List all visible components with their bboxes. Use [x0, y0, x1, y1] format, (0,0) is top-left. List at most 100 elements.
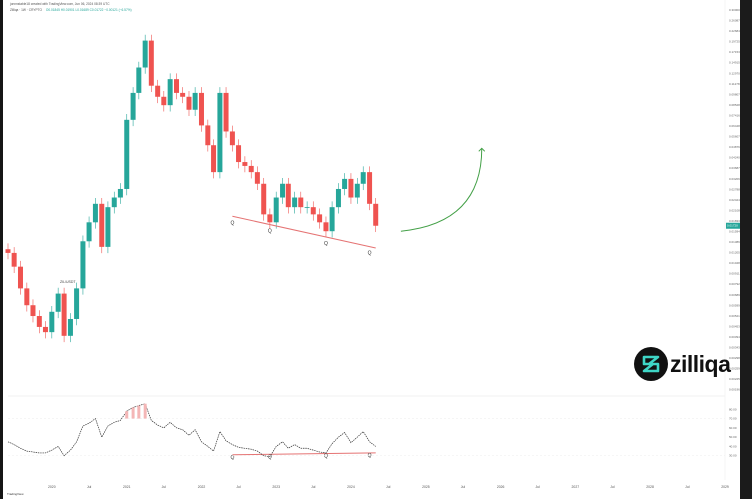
trend-mark: Q [230, 220, 234, 226]
candle [105, 207, 111, 247]
rsi-trend-mark: Q [324, 454, 328, 460]
candle [99, 203, 105, 247]
candle [329, 207, 335, 232]
price-tick-label: 0.14915 [729, 61, 740, 65]
price-tick-label: 0.03687 [729, 166, 740, 170]
price-tick-label: 0.22684 [729, 29, 740, 33]
ohlc-values: O0.01845 H0.01901 L0.01689 C0.01722 −0.0… [45, 8, 132, 12]
price-tick-label: 0.09807 [729, 92, 740, 96]
rsi-tick-label: 50.00 [729, 435, 737, 439]
time-tick-label: Jul [311, 485, 316, 489]
candle [55, 293, 61, 312]
projection-arrowhead [478, 147, 486, 152]
price-tick-label: 0.03206 [729, 177, 740, 181]
time-tick-label: Jul [461, 485, 466, 489]
trend-mark: Q [324, 241, 328, 247]
rsi-trend-mark: Q [268, 454, 272, 460]
time-axis[interactable]: 2020 Jul 2021 Jul 2022 Jul 2023 Jul 2024 Jul 2025 J… [48, 485, 729, 489]
price-tick-label: 0.30000 [729, 8, 740, 12]
symbol-label[interactable]: Zilliqa · 1W · CRYPTO [10, 8, 42, 12]
projection [400, 147, 486, 232]
price-tick-label: 0.00599 [729, 303, 740, 307]
candle [80, 241, 86, 289]
price-tick-label: 0.00453 [729, 324, 740, 328]
candle [111, 197, 117, 208]
price-tick-label: 0.01594 [729, 229, 740, 233]
time-tick-label: 2022 [198, 485, 206, 489]
candle [242, 162, 248, 166]
price-tick-label: 0.04876 [729, 145, 740, 149]
price-tick-label: 0.04240 [729, 156, 740, 160]
candle [36, 316, 42, 327]
candle [223, 92, 229, 132]
trend-mark: Q [268, 229, 272, 235]
time-tick-label: 2021 [123, 485, 131, 489]
price-tick-label: 0.00298 [729, 356, 740, 360]
price-tick-label: 0.00394 [729, 335, 740, 339]
price-tick-label: 0.00521 [729, 314, 740, 318]
current-price-badge [726, 222, 740, 229]
candle [205, 125, 211, 146]
tradingview-footer: TradingView [7, 492, 24, 496]
price-chart[interactable]: QQQQQQQQ 0.300000.260870.226840.197250.1… [3, 0, 740, 499]
candle [67, 318, 73, 336]
candle [74, 288, 80, 319]
current-price-label: 0.01720 [727, 224, 738, 228]
candle [198, 92, 204, 126]
right-toolbar [740, 0, 752, 499]
time-tick-label: 2028 [646, 485, 654, 489]
candle [117, 188, 123, 198]
candle [248, 165, 254, 173]
candle [348, 178, 354, 198]
candle [186, 96, 192, 110]
split-label: ZIL/USDT [60, 280, 76, 284]
candle [192, 92, 198, 110]
price-tick-label: 0.00259 [729, 367, 740, 371]
candle [155, 85, 161, 97]
candle [180, 92, 186, 97]
time-tick-label: 2024 [347, 485, 355, 489]
candle [323, 222, 329, 232]
projection-curve [400, 148, 483, 232]
publisher-line: jonnnstable18 created with TradingView.c… [10, 2, 110, 6]
candle [310, 207, 316, 215]
price-tick-label: 0.00196 [729, 388, 740, 392]
candle [5, 249, 11, 253]
price-tick-label: 0.17153 [729, 50, 740, 54]
candle [92, 203, 98, 223]
rsi-line [7, 403, 376, 458]
price-axis[interactable]: 0.30000 0.26087 0.22684 0.19725 0.17153 0.149… [726, 8, 740, 458]
candle [273, 197, 279, 223]
price-tick-label: 0.02424 [729, 198, 740, 202]
candle [61, 293, 67, 336]
time-tick-label: 2029 [721, 485, 729, 489]
candle [354, 183, 360, 198]
price-tick-label: 0.00792 [729, 282, 740, 286]
time-tick-label: Jul [162, 485, 167, 489]
time-tick-label: 2023 [272, 485, 280, 489]
price-tick-label: 0.01833 [729, 219, 740, 223]
candle [217, 92, 223, 173]
price-tick-label: 0.08528 [729, 103, 740, 107]
candle [148, 40, 154, 86]
zilliqa-logo-mark-icon [634, 347, 668, 381]
trendlines: QQQQQQQQ [230, 215, 376, 461]
chart-frame: jonnnstable18 created with TradingView.c… [3, 0, 740, 499]
candle [298, 197, 304, 208]
candle [17, 266, 23, 289]
price-tick-label: 0.00343 [729, 346, 740, 350]
candle [42, 326, 48, 333]
price-tick-label: 0.19725 [729, 40, 740, 44]
price-tick-label: 0.11278 [729, 82, 740, 86]
rsi-tick-label: 60.00 [729, 426, 737, 430]
candle [86, 222, 92, 242]
candle [373, 203, 379, 226]
candle [229, 131, 235, 146]
rsi-pane [7, 403, 725, 458]
rsi-tick-label: 80.00 [729, 407, 737, 411]
price-tick-label: 0.00689 [729, 293, 740, 297]
candle [342, 178, 348, 189]
support-trendline [232, 215, 376, 249]
candle [317, 214, 323, 223]
price-tick-label: 0.02108 [729, 208, 740, 212]
